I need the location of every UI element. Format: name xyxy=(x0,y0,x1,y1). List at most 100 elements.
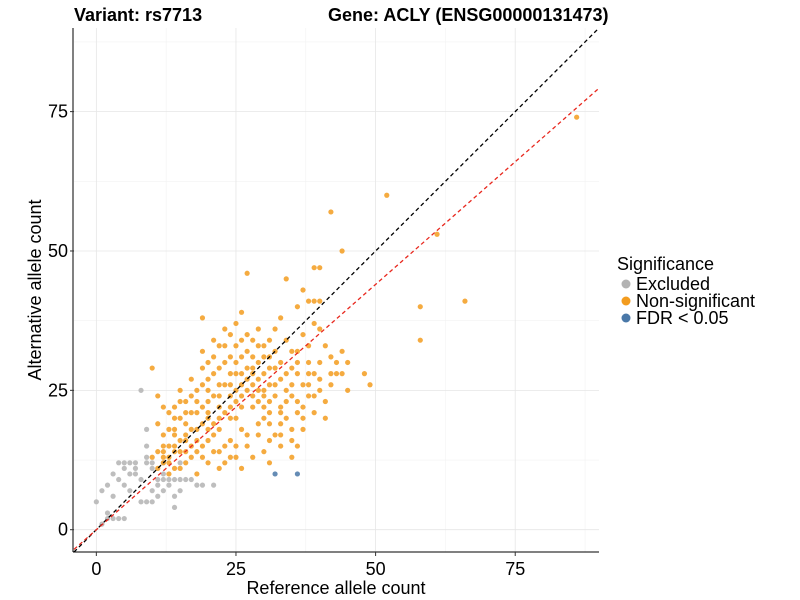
point-non-significant xyxy=(261,343,267,349)
point-non-significant xyxy=(211,337,217,343)
point-non-significant xyxy=(417,304,423,310)
point-non-significant xyxy=(177,465,183,471)
point-non-significant xyxy=(171,432,178,438)
point-non-significant xyxy=(233,443,239,449)
point-non-significant xyxy=(222,460,228,466)
data-points xyxy=(93,114,580,527)
point-excluded xyxy=(110,493,116,499)
point-excluded xyxy=(144,426,150,432)
point-non-significant xyxy=(211,432,217,438)
x-tick-label: 50 xyxy=(366,559,386,579)
point-excluded xyxy=(177,476,183,483)
point-non-significant xyxy=(322,343,328,349)
point-excluded xyxy=(166,476,172,483)
point-non-significant xyxy=(317,298,323,304)
point-non-significant xyxy=(311,320,317,327)
point-non-significant xyxy=(183,421,189,427)
point-non-significant xyxy=(188,426,194,432)
point-excluded xyxy=(149,460,155,466)
point-fdr-0-05 xyxy=(272,471,278,477)
point-non-significant xyxy=(205,437,211,444)
point-excluded xyxy=(144,454,150,460)
point-non-significant xyxy=(205,359,211,366)
point-non-significant xyxy=(328,371,334,377)
point-non-significant xyxy=(160,432,166,438)
point-non-significant xyxy=(171,465,178,471)
legend-label-non-significant: Non-significant xyxy=(636,291,755,311)
point-non-significant xyxy=(261,449,267,455)
point-non-significant xyxy=(155,393,161,399)
point-non-significant xyxy=(300,415,306,421)
point-non-significant xyxy=(289,393,295,399)
point-non-significant xyxy=(294,443,301,449)
point-non-significant xyxy=(283,276,289,282)
point-non-significant xyxy=(227,354,233,360)
point-excluded xyxy=(144,443,150,449)
point-non-significant xyxy=(311,393,317,399)
point-non-significant xyxy=(238,354,245,360)
point-non-significant xyxy=(155,421,161,427)
point-non-significant xyxy=(339,371,345,377)
point-non-significant xyxy=(322,398,328,405)
point-excluded xyxy=(144,499,150,505)
point-non-significant xyxy=(205,410,211,416)
point-non-significant xyxy=(294,398,301,405)
point-non-significant xyxy=(339,348,345,354)
point-non-significant xyxy=(199,348,206,354)
point-excluded xyxy=(116,476,122,483)
point-non-significant xyxy=(177,415,183,421)
point-non-significant xyxy=(328,354,334,360)
point-non-significant xyxy=(255,432,261,438)
point-non-significant xyxy=(227,371,233,377)
y-tick-label: 50 xyxy=(48,241,68,261)
point-non-significant xyxy=(261,393,267,399)
point-non-significant xyxy=(289,437,295,444)
point-excluded xyxy=(194,482,200,488)
point-non-significant xyxy=(227,331,233,338)
point-non-significant xyxy=(305,382,312,388)
point-non-significant xyxy=(222,443,228,449)
point-non-significant xyxy=(272,382,278,388)
point-non-significant xyxy=(166,410,172,416)
point-non-significant xyxy=(261,404,267,410)
point-non-significant xyxy=(194,387,200,393)
point-non-significant xyxy=(289,454,295,460)
point-non-significant xyxy=(283,387,289,393)
point-non-significant xyxy=(188,410,194,416)
point-excluded xyxy=(127,488,133,494)
point-non-significant xyxy=(166,443,172,449)
point-non-significant xyxy=(194,398,200,405)
point-excluded xyxy=(149,488,155,494)
point-non-significant xyxy=(244,348,250,354)
point-non-significant xyxy=(289,365,295,371)
point-non-significant xyxy=(272,393,278,399)
point-non-significant xyxy=(160,443,166,449)
point-non-significant xyxy=(317,359,323,366)
point-non-significant xyxy=(233,398,239,405)
point-non-significant xyxy=(216,426,222,432)
point-non-significant xyxy=(250,337,256,343)
legend-title: Significance xyxy=(617,254,714,274)
point-non-significant xyxy=(294,371,301,377)
point-non-significant xyxy=(255,387,261,393)
axes xyxy=(72,28,599,553)
point-non-significant xyxy=(211,354,217,360)
point-non-significant xyxy=(255,376,261,382)
point-non-significant xyxy=(272,365,278,371)
point-non-significant xyxy=(278,359,284,366)
point-non-significant xyxy=(333,359,340,366)
point-non-significant xyxy=(183,398,189,405)
point-non-significant xyxy=(222,343,228,349)
point-non-significant xyxy=(294,410,301,416)
point-non-significant xyxy=(238,337,245,343)
point-non-significant xyxy=(328,382,334,388)
point-non-significant xyxy=(294,359,301,366)
point-non-significant xyxy=(171,415,178,421)
point-excluded xyxy=(171,493,178,499)
point-non-significant xyxy=(233,454,239,460)
point-non-significant xyxy=(278,432,284,438)
point-excluded xyxy=(138,476,144,483)
point-non-significant xyxy=(238,309,245,315)
point-non-significant xyxy=(244,432,250,438)
point-non-significant xyxy=(216,365,222,371)
